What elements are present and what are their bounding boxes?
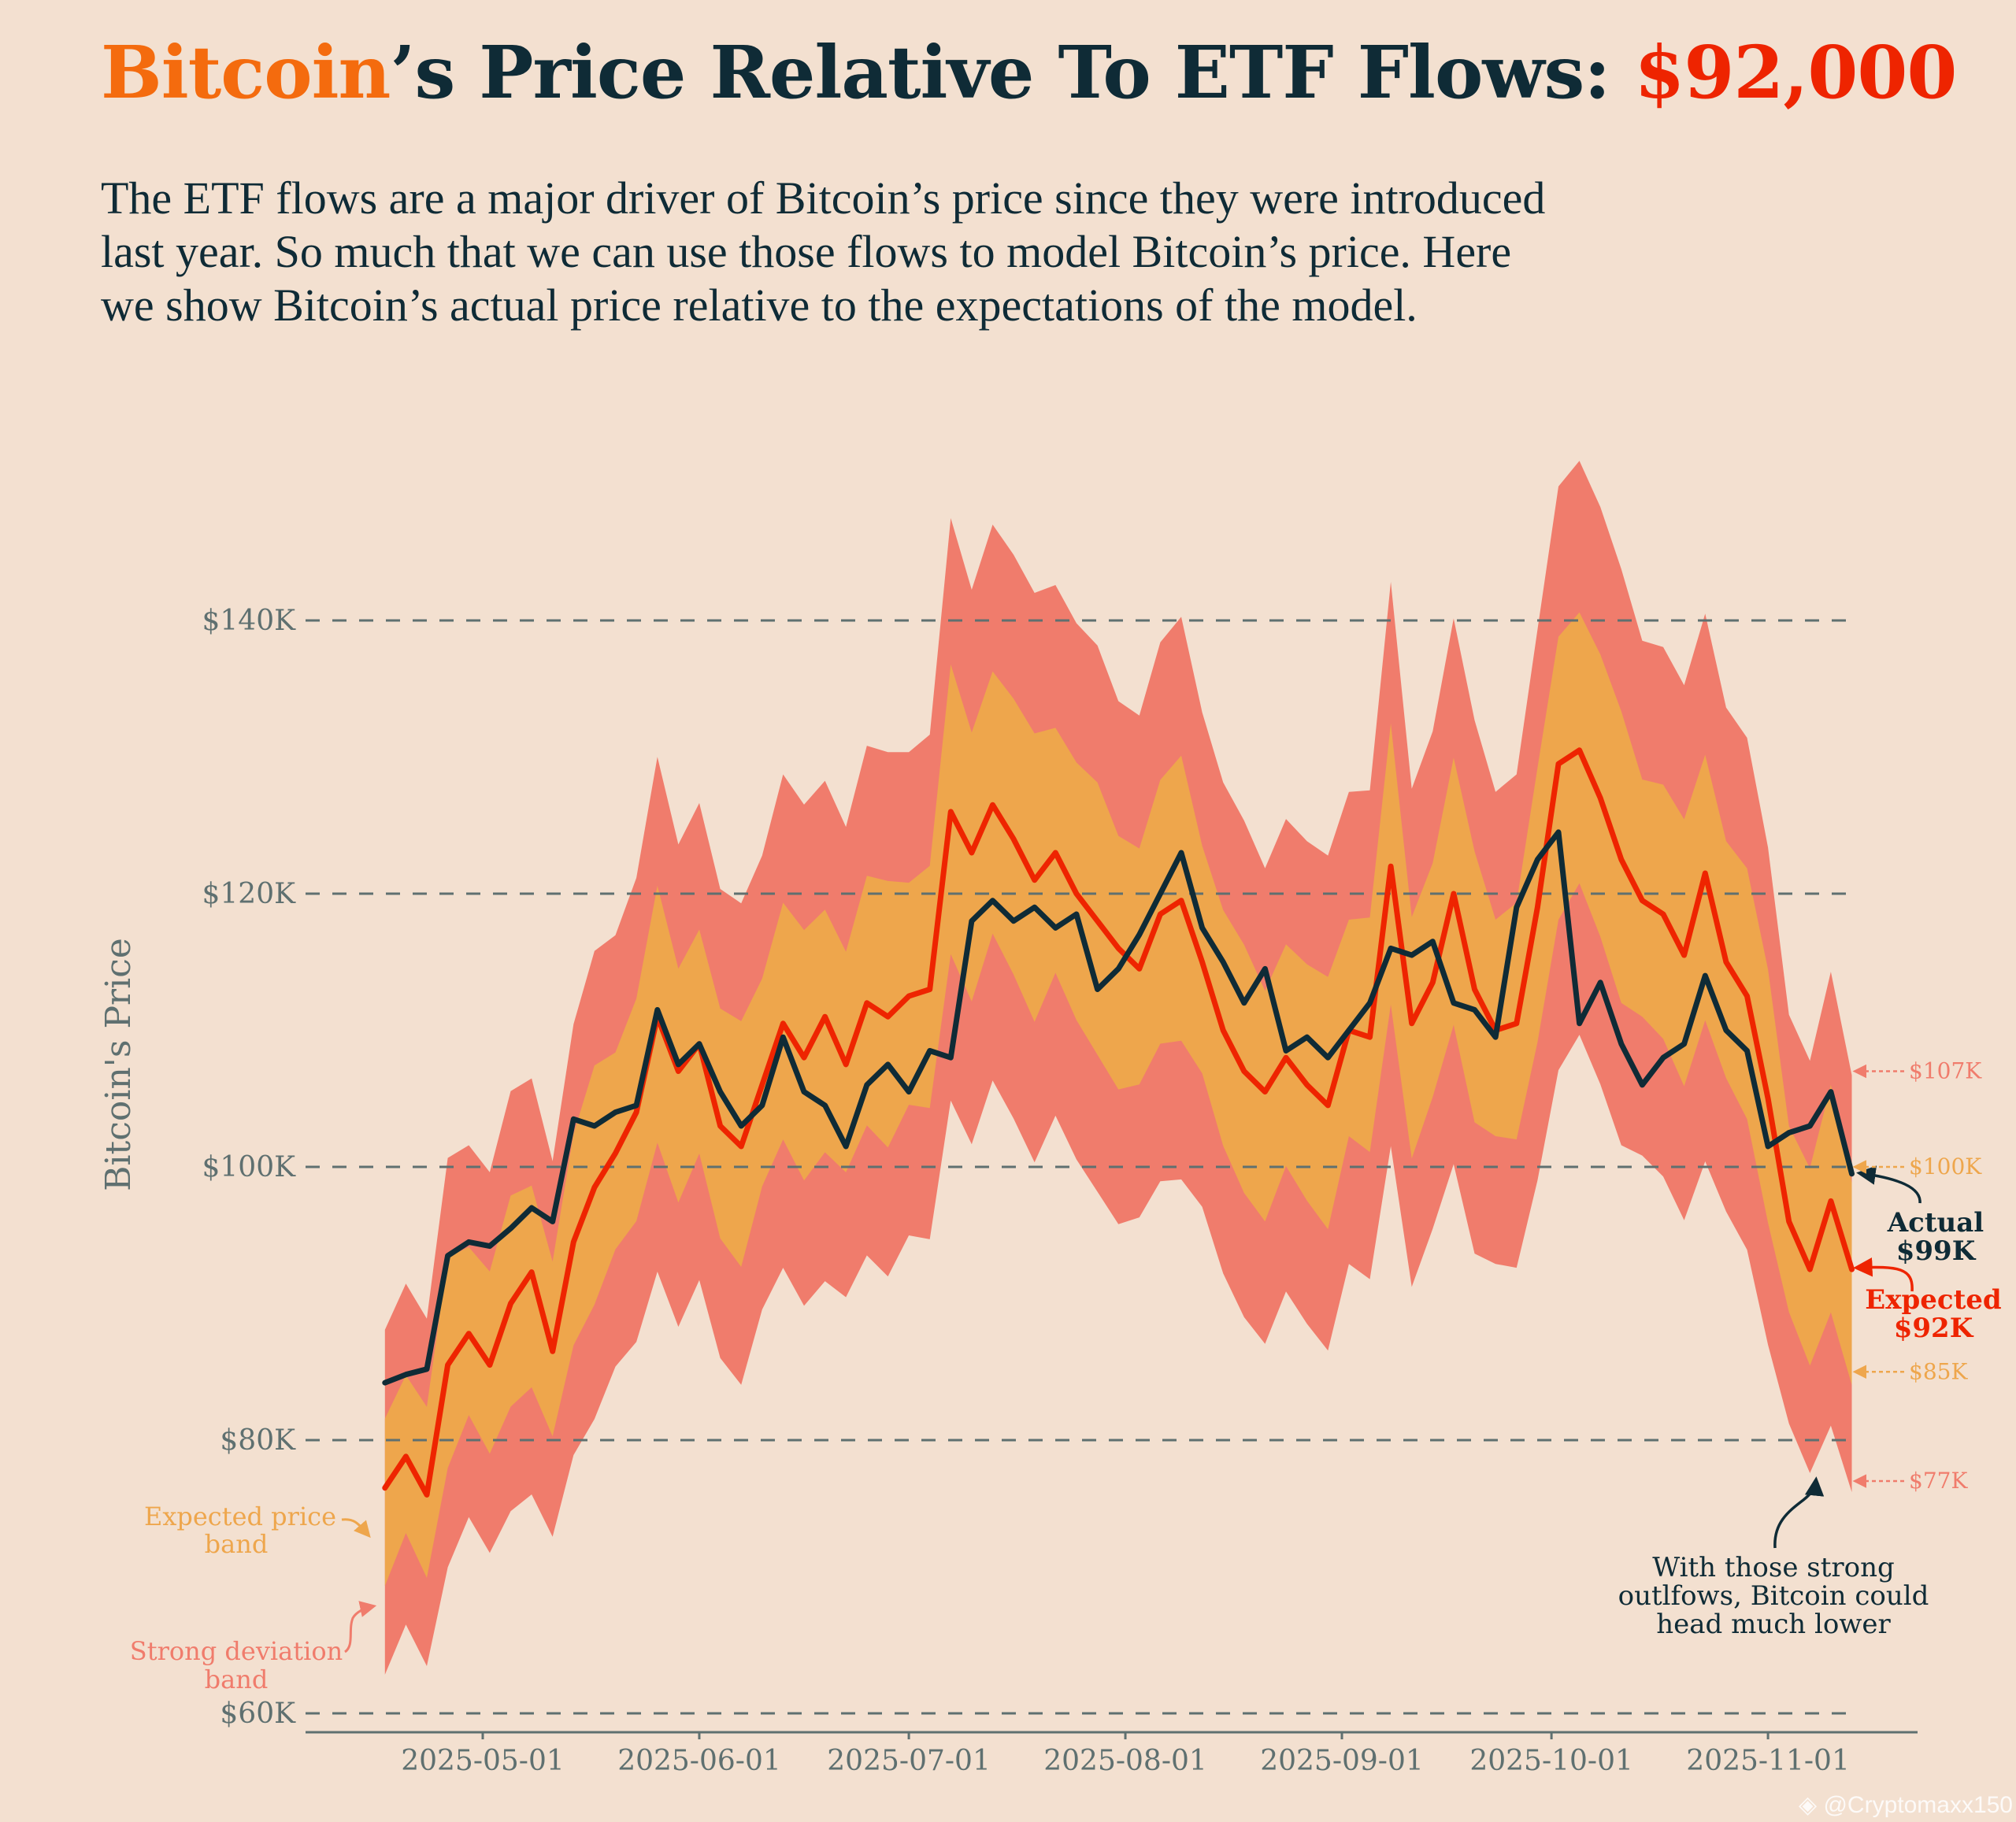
- expected-price-band: [384, 612, 1852, 1587]
- watermark-text: @Cryptomaxx150: [1823, 1792, 2013, 1818]
- x-tick-label: 2025-07-01: [827, 1745, 991, 1777]
- subtitle-line: last year. So much that we can use those…: [101, 226, 1512, 277]
- strong-band-note-line1: Strong deviation: [130, 1636, 343, 1666]
- y-tick-label: $100K: [202, 1151, 296, 1183]
- y-axis-label: Bitcoin's Price: [98, 938, 139, 1191]
- expected-label: Expected: [1865, 1284, 2001, 1316]
- band-level-label: $77K: [1909, 1468, 1968, 1494]
- title-bitcoin: Bitcoin: [101, 30, 391, 115]
- annotations: Actual $99K Expected $92K $107K $100K $85K…: [130, 1058, 2002, 1694]
- title-middle: ’s Price Relative To ETF Flows:: [390, 30, 1635, 115]
- expected-band-note-arrow: [341, 1518, 371, 1539]
- actual-arrow: [1856, 1165, 1922, 1204]
- expected-value: $92K: [1894, 1313, 1974, 1344]
- x-tick-label: 2025-05-01: [401, 1745, 565, 1777]
- x-tick-label: 2025-10-01: [1469, 1745, 1633, 1777]
- band-level-markers: $107K $100K $85K $77K: [1852, 1058, 1982, 1494]
- y-tick-label: $120K: [202, 878, 296, 910]
- chart-subtitle: The ETF flows are a major driver of Bitc…: [101, 172, 1833, 332]
- actual-value: $99K: [1896, 1235, 1977, 1267]
- x-tick-label: 2025-08-01: [1043, 1745, 1207, 1777]
- lines-layer: [382, 747, 1855, 1498]
- x-tick-label: 2025-09-01: [1260, 1745, 1424, 1777]
- outflow-note-line2: outlfows, Bitcoin could: [1618, 1580, 1929, 1612]
- x-tick-label: 2025-11-01: [1686, 1745, 1850, 1777]
- y-tick-label: $80K: [220, 1424, 296, 1457]
- y-tick-label: $140K: [202, 605, 296, 637]
- chart-title: Bitcoin’s Price Relative To ETF Flows: $…: [101, 30, 1957, 115]
- strong-band-note-line2: band: [205, 1665, 269, 1694]
- gridlines: [306, 619, 1849, 1715]
- band-level-label: $85K: [1909, 1358, 1968, 1384]
- x-tick-label: 2025-06-01: [617, 1745, 781, 1777]
- title-price: $92,000: [1634, 30, 1957, 115]
- actual-price-line: [382, 829, 1855, 1386]
- strong-band-note-arrow: [343, 1601, 377, 1654]
- bands-layer: [384, 461, 1852, 1675]
- x-axis: 2025-05-01 2025-06-01 2025-07-01 2025-08-01…: [306, 1731, 1918, 1777]
- expected-price-line: [382, 747, 1855, 1498]
- expected-arrow: [1853, 1257, 1914, 1292]
- y-axis-ticks: $60K $80K $100K $120K $140K: [202, 605, 296, 1730]
- outflow-note-line3: head much lower: [1656, 1609, 1891, 1640]
- band-level-label: $100K: [1909, 1154, 1982, 1179]
- expected-band-note-line2: band: [205, 1529, 269, 1559]
- expected-band-note-line1: Expected price: [144, 1502, 336, 1531]
- outflow-note-line1: With those strong: [1652, 1552, 1895, 1583]
- actual-label: Actual: [1887, 1207, 1984, 1239]
- subtitle-line: The ETF flows are a major driver of Bitc…: [101, 172, 1546, 224]
- band-level-label: $107K: [1909, 1058, 1982, 1084]
- subtitle-line: we show Bitcoin’s actual price relative …: [101, 280, 1418, 331]
- outflow-note-arrow: [1773, 1476, 1825, 1549]
- watermark: ◈ @Cryptomaxx150: [1799, 1792, 2013, 1818]
- y-tick-label: $60K: [220, 1698, 296, 1730]
